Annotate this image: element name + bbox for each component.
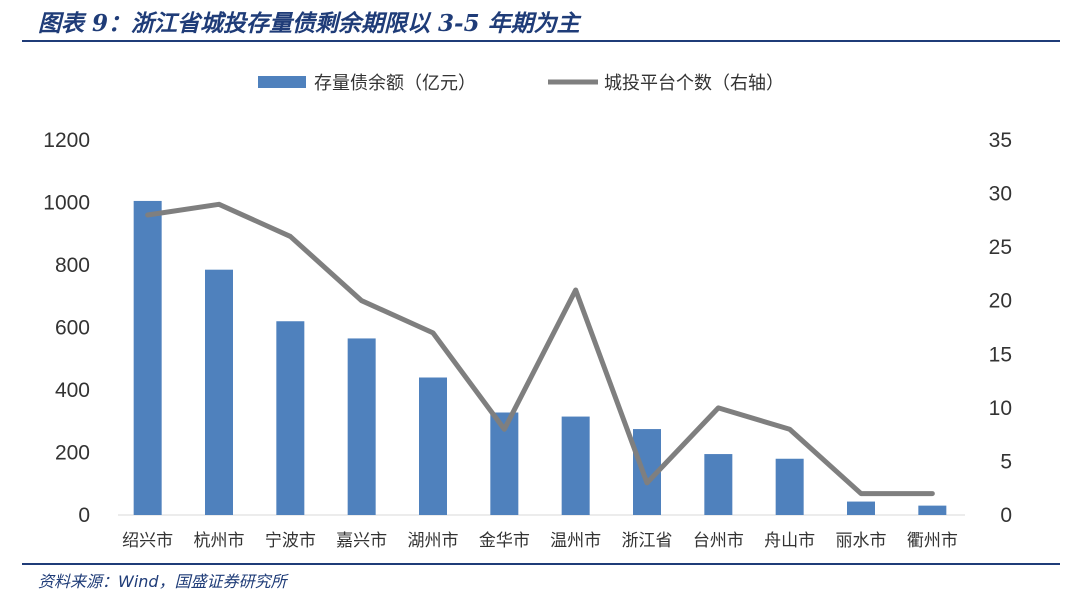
right-tick-label: 30 — [989, 183, 1012, 206]
title-divider — [22, 40, 1060, 42]
bar — [347, 338, 376, 515]
bar — [276, 321, 305, 515]
bar-series — [133, 200, 947, 515]
bar — [561, 416, 590, 515]
category-label: 浙江省 — [622, 531, 673, 551]
left-tick-label: 1200 — [43, 129, 90, 152]
bar — [775, 458, 804, 515]
legend-bar-label: 存量债余额（亿元） — [314, 73, 476, 94]
category-label: 衢州市 — [907, 530, 958, 551]
right-tick-label: 10 — [989, 397, 1012, 420]
right-tick-label: 0 — [1000, 504, 1012, 527]
bar — [704, 454, 733, 515]
chart-title: 图表 9：浙江省城投存量债剩余期限以 3-5 年期为主 — [38, 10, 580, 37]
category-label: 绍兴市 — [122, 531, 173, 551]
left-tick-label: 200 — [55, 442, 90, 465]
legend-bar-swatch — [258, 76, 306, 88]
category-labels: 绍兴市 杭州市 宁波市 嘉兴市 湖州市 金华市 温州市 浙江省 台州市 舟山市 丽水市 衢州市 — [122, 530, 958, 551]
left-tick-label: 0 — [78, 504, 90, 527]
legend: 存量债余额（亿元） 城投平台个数（右轴） — [258, 73, 784, 94]
bar — [847, 501, 875, 515]
category-label: 湖州市 — [408, 531, 459, 551]
source-note: 资料来源：Wind，国盛证券研究所 — [38, 572, 287, 591]
right-tick-label: 15 — [989, 343, 1012, 366]
bar — [133, 200, 162, 515]
right-tick-label: 35 — [989, 129, 1012, 152]
category-label: 杭州市 — [194, 531, 245, 551]
bar — [205, 269, 233, 515]
chart: 存量债余额（亿元） 城投平台个数（右轴） 0200400600800100012… — [43, 73, 1012, 551]
left-tick-label: 1000 — [43, 192, 90, 215]
right-tick-label: 20 — [989, 290, 1012, 313]
category-label: 舟山市 — [764, 531, 815, 551]
right-tick-label: 5 — [1000, 450, 1012, 473]
right-axis: 0 5 10 15 20 25 30 35 — [989, 129, 1012, 527]
category-label: 温州市 — [550, 531, 601, 551]
series-line — [145, 201, 935, 497]
category-label: 金华市 — [479, 531, 530, 551]
category-label: 宁波市 — [265, 531, 316, 551]
left-tick-label: 600 — [55, 317, 90, 340]
left-axis: 0 200 400 600 800 1000 1200 — [43, 129, 90, 527]
left-tick-label: 800 — [55, 254, 90, 277]
category-label: 丽水市 — [836, 531, 887, 551]
bar — [419, 377, 447, 515]
right-tick-label: 25 — [989, 236, 1012, 259]
left-tick-label: 400 — [55, 379, 90, 402]
category-label: 台州市 — [693, 531, 744, 551]
source-divider — [22, 563, 1060, 565]
line-series — [145, 201, 935, 497]
category-label: 嘉兴市 — [336, 531, 387, 551]
bar — [918, 505, 947, 515]
legend-line-label: 城投平台个数（右轴） — [604, 73, 784, 94]
